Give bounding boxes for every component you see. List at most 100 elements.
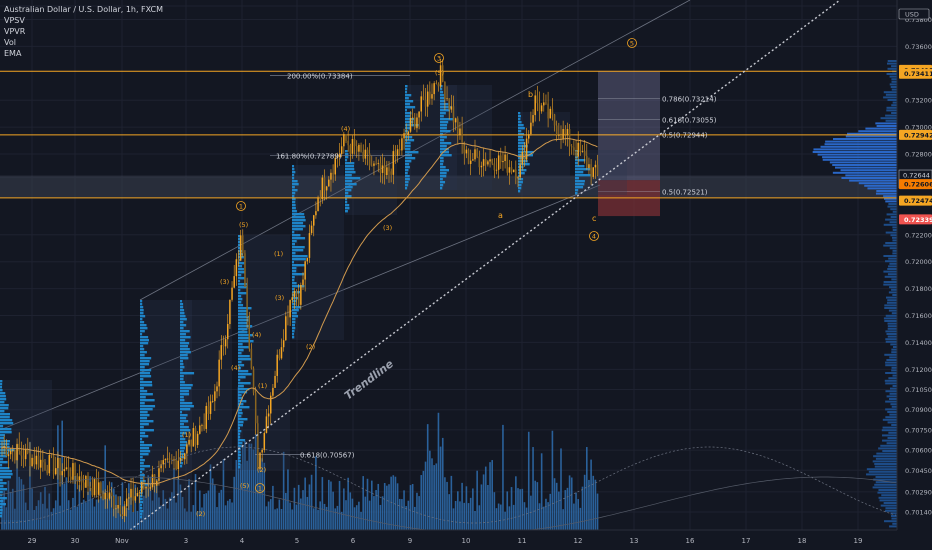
time-axis[interactable]: 29 30 Nov 3 4 5 6 9 10 11 12 13 16 17 18 19: [0, 529, 932, 550]
vpvr-bar: [892, 236, 897, 239]
vpvr-bar: [891, 424, 897, 426]
price-axis[interactable]: 0.73800 0.73600 0.73200 0.73000 0.72800 0.726…: [896, 0, 932, 550]
candle-body: [500, 155, 502, 163]
vpvr-bar: [886, 213, 897, 216]
profile-bar: [140, 513, 143, 516]
indicator-vpsv[interactable]: VPSV: [4, 16, 25, 25]
volume-bar: [196, 511, 199, 530]
price-tick-2: 0.73600: [905, 43, 932, 51]
profile-bar: [140, 435, 149, 438]
profile-bar: [0, 482, 7, 485]
candle-body: [42, 459, 44, 463]
candle-body: [61, 471, 63, 476]
volume-bar: [515, 476, 517, 530]
vpvr-bar: [875, 122, 897, 125]
profile-bar: [238, 427, 241, 430]
vpvr-bar: [883, 244, 897, 247]
profile-bar: [292, 261, 295, 264]
profile-bar: [180, 318, 187, 321]
indicator-vol[interactable]: Vol: [4, 38, 16, 47]
candle-body: [151, 474, 154, 488]
volume-bar: [592, 475, 595, 530]
profile-bar: [440, 142, 452, 145]
profile-box-7: [440, 85, 492, 190]
candle-body: [113, 496, 115, 509]
vpvr-bar: [892, 252, 897, 255]
wave-label-0: (1): [182, 431, 191, 439]
profile-bar: [140, 444, 153, 447]
volume-bar: [386, 485, 388, 530]
volume-bar: [308, 484, 311, 530]
profile-bar: [345, 174, 352, 177]
vpvr-bar: [820, 145, 897, 148]
profile-bar: [238, 295, 242, 298]
candle-body: [594, 164, 597, 168]
price-label-5: 0.72339: [904, 216, 932, 224]
candle-body: [188, 439, 190, 445]
profile-bar: [0, 506, 3, 509]
profile-bar: [140, 462, 144, 465]
indicator-vpvr[interactable]: VPVR: [4, 27, 26, 36]
volume-bar: [67, 500, 70, 530]
vpvr-bar: [883, 502, 897, 504]
profile-bar: [238, 340, 254, 343]
profile-bar: [0, 395, 6, 398]
fib-0618-high-label: 0.618(0.73055): [662, 117, 717, 125]
symbol-title[interactable]: Australian Dollar / U.S. Dollar, 1h, FXC…: [4, 5, 164, 14]
indicator-ema[interactable]: EMA: [4, 49, 22, 58]
price-label-1: 0.73411: [904, 70, 932, 78]
profile-bar: [140, 438, 143, 441]
profile-bar: [180, 456, 185, 459]
profile-bar: [518, 124, 524, 127]
profile-bar: [405, 115, 411, 118]
volume-bar: [1, 499, 3, 530]
candle-body: [205, 405, 207, 429]
profile-bar: [518, 127, 525, 130]
vpvr-bar: [886, 296, 897, 299]
profile-bar: [405, 121, 414, 124]
volume-bar: [104, 445, 106, 530]
vpvr-bar: [884, 304, 897, 307]
wave-label-8: (4): [252, 331, 261, 339]
candle-body: [39, 459, 42, 468]
profile-bar: [238, 355, 250, 358]
profile-bar: [180, 312, 185, 315]
volume-bar: [39, 492, 42, 530]
profile-bar: [238, 244, 241, 247]
profile-bar: [440, 169, 449, 172]
candle-body: [364, 149, 367, 159]
volume-bar: [231, 502, 233, 530]
candle-body: [246, 286, 248, 317]
volume-bar: [555, 482, 558, 530]
profile-bar: [140, 396, 146, 399]
candle-body: [250, 348, 253, 369]
candle-body: [583, 151, 586, 156]
vpvr-bar: [883, 270, 897, 273]
volume-bar: [504, 511, 506, 530]
profile-bar: [405, 181, 409, 184]
candle-body: [493, 163, 496, 171]
candle-body: [166, 458, 169, 460]
profile-box-9: [575, 150, 627, 195]
vpvr-bar: [841, 177, 897, 179]
volume-bar: [78, 485, 81, 530]
trendline[interactable]: [129, 0, 841, 531]
profile-bar: [292, 183, 299, 186]
vpvr-bar: [891, 369, 897, 372]
profile-bar: [518, 142, 526, 145]
profile-bar: [440, 109, 450, 112]
profile-bar: [140, 300, 143, 303]
profile-bar: [180, 348, 190, 351]
volume-bar: [573, 503, 575, 530]
volume-bar: [414, 506, 416, 530]
profile-bar: [405, 124, 419, 127]
candle-body: [20, 450, 23, 456]
candle-body: [510, 167, 513, 173]
volume-bar: [340, 511, 343, 530]
candle-body: [373, 163, 375, 166]
vpvr-bar: [812, 151, 897, 153]
candle-body: [121, 514, 124, 517]
profile-bar: [140, 414, 150, 417]
volume-bar: [239, 464, 242, 530]
